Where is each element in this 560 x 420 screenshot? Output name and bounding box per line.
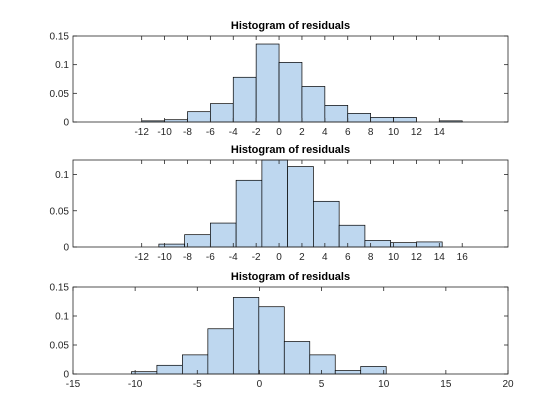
subplot-3-bar <box>309 354 336 375</box>
subplot-3-xtick-label: 5 <box>319 379 325 390</box>
subplot-1-bar <box>255 43 280 123</box>
subplot-1-ytick-label: 0.05 <box>50 89 70 100</box>
subplot-1-xtick-label: 10 <box>388 127 400 138</box>
subplot-2-axes-box <box>72 159 509 248</box>
subplot-2-bar <box>364 240 392 248</box>
subplot-1-ytick-label: 0 <box>63 118 69 129</box>
subplot-1-bar <box>393 117 417 123</box>
subplot-2-xtick-label: 16 <box>457 252 469 263</box>
subplot-3-ytick-label: 0.15 <box>50 283 70 294</box>
subplot-2-bar <box>158 243 185 248</box>
subplot-2-xtick-label: -12 <box>134 252 149 263</box>
subplot-2-xtick-label: -6 <box>206 252 215 263</box>
subplot-2-title: Histogram of residuals <box>231 144 350 156</box>
subplot-3-xtick-label: -5 <box>193 379 202 390</box>
subplot-2-xtick-label: -8 <box>183 252 192 263</box>
subplot-2-bar <box>235 179 263 248</box>
subplot-2-xtick-label: 2 <box>299 252 305 263</box>
subplot-2-ytick-label: 0 <box>63 243 69 254</box>
subplot-2-xtick-label: -2 <box>252 252 261 263</box>
subplot-3-xtick-label: 10 <box>378 379 390 390</box>
subplot-1-ytick-label: 0.15 <box>50 32 70 43</box>
subplot-2-xtick-label: 4 <box>322 252 328 263</box>
subplot-1-xtick-label: 12 <box>411 127 423 138</box>
subplot-2-xtick-label: -10 <box>157 252 172 263</box>
subplot-1-xtick-label: -8 <box>183 127 192 138</box>
subplot-2-bar <box>261 159 288 248</box>
subplot-1-axes-box <box>72 35 509 123</box>
subplot-2: Histogram of residuals -12 -10 -8 -6 -4 -2 0 2 4… <box>50 144 509 263</box>
subplot-2-bar <box>313 200 340 248</box>
subplot-2-xtick-label: 6 <box>345 252 351 263</box>
subplot-3-xtick-label: -15 <box>66 379 81 390</box>
subplot-1-bar <box>278 62 303 123</box>
subplot-2-ytick-label: 0.05 <box>50 206 70 217</box>
subplot-2-bar <box>184 234 211 248</box>
subplot-1-title: Histogram of residuals <box>231 20 350 32</box>
subplot-1-bar <box>301 86 326 123</box>
subplot-1-xtick-label: 2 <box>299 127 305 138</box>
subplot-3-title: Histogram of residuals <box>231 271 350 283</box>
subplot-1-xtick-label: 8 <box>368 127 374 138</box>
subplot-2-xtick-label: -4 <box>229 252 238 263</box>
subplot-1-xtick-label: 0 <box>276 127 282 138</box>
subplot-2-bar <box>416 241 443 248</box>
subplot-2-xtick-label: 10 <box>388 252 400 263</box>
subplot-3-bar <box>207 328 234 375</box>
subplot-1-bar <box>347 113 371 123</box>
subplot-3-bar <box>258 306 285 375</box>
subplot-3-bar <box>334 370 362 375</box>
subplot-1: Histogram of residuals -12 -10 -8 -6 -4 -2 0 2 4… <box>50 20 509 138</box>
subplot-2-xtick-label: 8 <box>368 252 374 263</box>
subplot-1-xtick-label: 6 <box>345 127 351 138</box>
subplot-1-bar <box>187 111 211 123</box>
subplot-3-ytick-label: 0.05 <box>50 341 70 352</box>
subplot-3-bar <box>283 341 311 375</box>
subplot-1-xtick-label: -6 <box>206 127 215 138</box>
subplot-3-xtick-label: 0 <box>257 379 263 390</box>
subplot-3-bar <box>360 366 387 375</box>
subplot-2-bar <box>287 166 314 248</box>
subplot-1-xtick-label: 4 <box>322 127 328 138</box>
subplot-1-xtick-label: -12 <box>134 127 149 138</box>
subplot-1-ytick-label: 0.1 <box>55 60 69 71</box>
subplot-1-bar <box>210 103 234 123</box>
subplot-1-bar <box>324 105 349 123</box>
subplot-2-bar <box>210 222 237 248</box>
subplot-2-xtick-label: 14 <box>434 252 446 263</box>
subplot-1-xtick-label: 14 <box>434 127 446 138</box>
subplot-2-xtick-label: 0 <box>276 252 282 263</box>
subplot-3-xtick-label: 20 <box>502 379 514 390</box>
subplot-1-xtick-label: -10 <box>157 127 172 138</box>
subplot-1-bar <box>232 76 257 123</box>
subplot-3-xtick-label: -10 <box>128 379 143 390</box>
subplot-3-bar <box>156 364 183 375</box>
subplot-3-bar <box>232 297 260 375</box>
subplot-3-axes-box <box>72 286 509 375</box>
subplot-1-xtick-label: -2 <box>252 127 261 138</box>
subplot-3: Histogram of residuals -15 -10 -5 0 5 10 15 20 0… <box>50 271 514 390</box>
subplot-1-bar <box>370 117 394 123</box>
subplot-2-bar <box>390 242 417 248</box>
subplot-2-ytick-label: 0.1 <box>55 170 69 181</box>
subplot-3-ytick-label: 0.1 <box>55 312 69 323</box>
subplot-2-xtick-label: 12 <box>411 252 423 263</box>
subplot-3-xtick-label: 15 <box>440 379 452 390</box>
subplot-2-bar <box>338 224 366 248</box>
subplot-3-ytick-label: 0 <box>63 370 69 381</box>
subplot-3-bar <box>182 354 209 375</box>
subplot-1-xtick-label: -4 <box>229 127 238 138</box>
